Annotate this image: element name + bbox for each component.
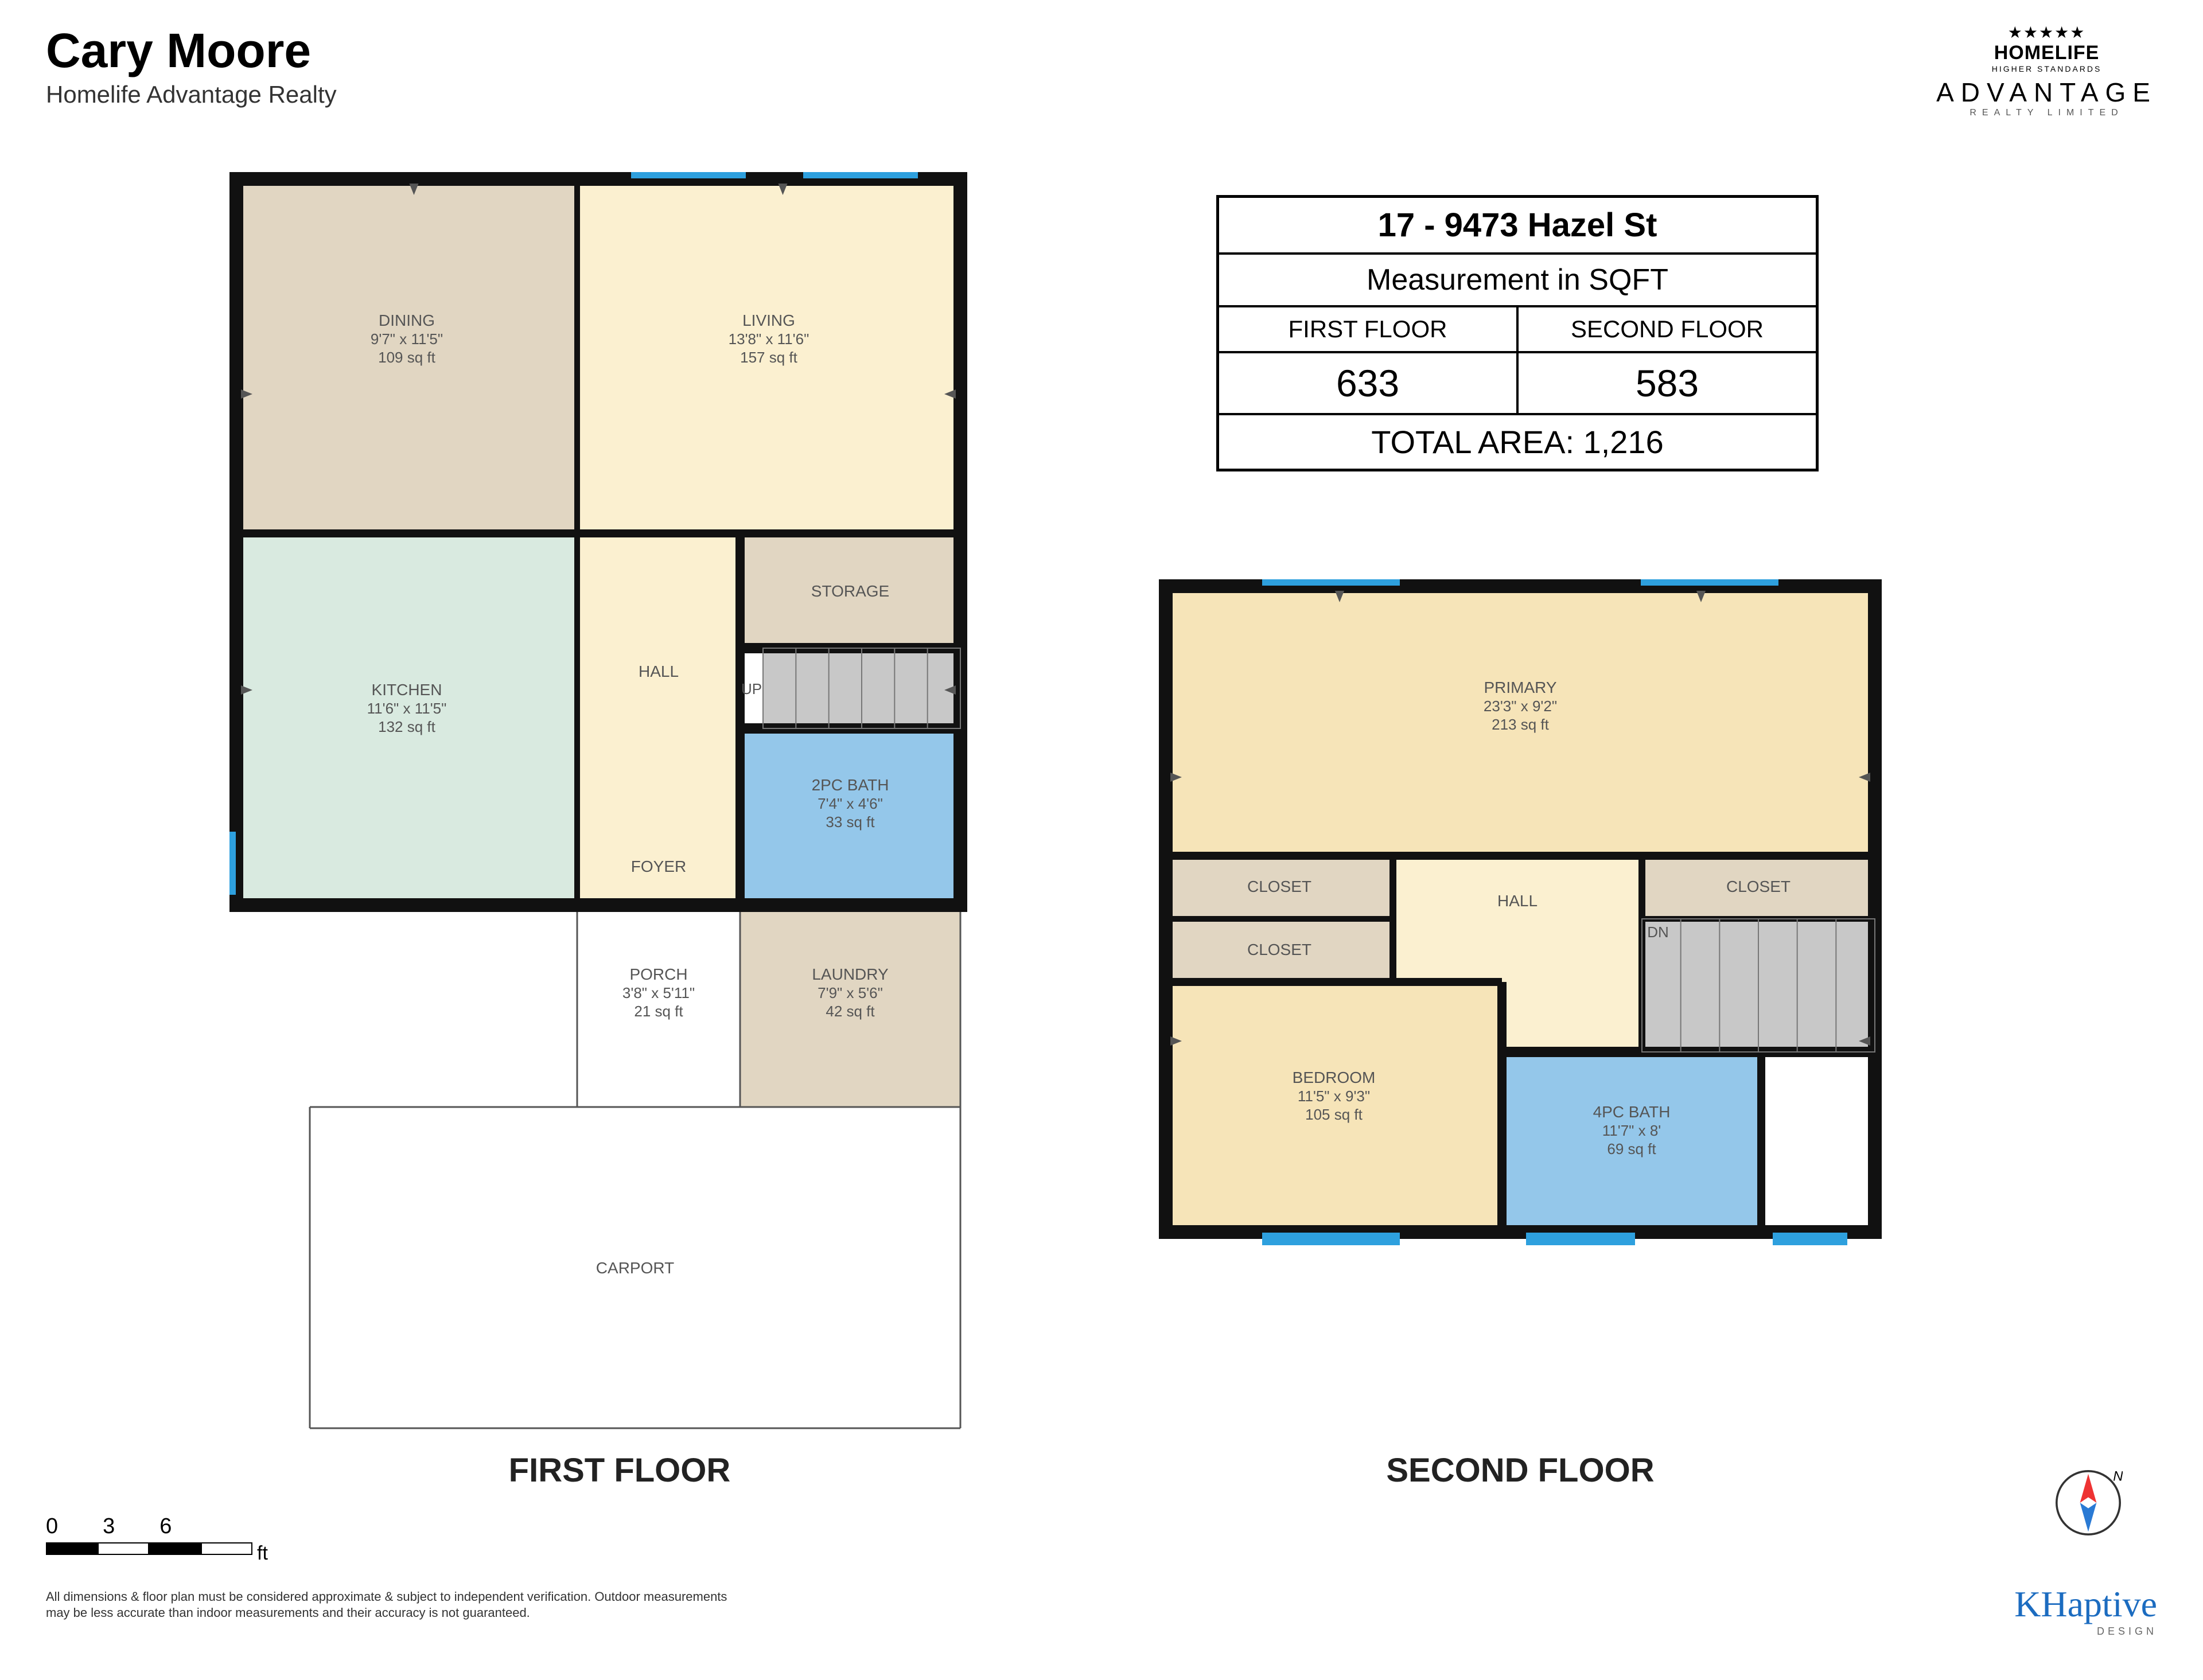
header-block: Cary Moore Homelife Advantage Realty xyxy=(46,23,337,108)
brand-block: ★★★★★ HOMELIFE HIGHER STANDARDS ADVANTAG… xyxy=(1936,23,2157,118)
brand-homelife: HOMELIFE xyxy=(1936,42,2157,64)
scale-segment xyxy=(201,1542,252,1555)
svg-text:CLOSET: CLOSET xyxy=(1726,878,1791,895)
svg-text:69 sq ft: 69 sq ft xyxy=(1607,1140,1656,1157)
first-floor-plan: DINING9'7" x 11'5"109 sq ft LIVING13'8" x… xyxy=(229,172,1010,1463)
svg-text:LAUNDRY: LAUNDRY xyxy=(812,965,889,983)
svg-text:LIVING: LIVING xyxy=(742,311,795,329)
svg-text:11'7" x 8': 11'7" x 8' xyxy=(1602,1122,1661,1139)
svg-text:7'9" x 5'6": 7'9" x 5'6" xyxy=(818,984,883,1001)
info-address: 17 - 9473 Hazel St xyxy=(1219,198,1816,252)
scale-bar: 0 3 6 ft xyxy=(46,1514,268,1565)
agent-company: Homelife Advantage Realty xyxy=(46,81,337,108)
info-first-label: FIRST FLOOR xyxy=(1219,307,1519,351)
svg-text:157 sq ft: 157 sq ft xyxy=(740,349,798,366)
compass-icon: N xyxy=(2054,1468,2123,1537)
svg-text:CLOSET: CLOSET xyxy=(1247,941,1311,958)
svg-text:PRIMARY: PRIMARY xyxy=(1484,679,1556,696)
info-first-value: 633 xyxy=(1219,353,1519,413)
info-table: 17 - 9473 Hazel St Measurement in SQFT F… xyxy=(1216,195,1819,471)
scale-num: 0 xyxy=(46,1514,58,1539)
svg-text:N: N xyxy=(2113,1469,2123,1484)
signature-block: KHaptive DESIGN xyxy=(1951,1583,2157,1638)
svg-text:11'6" x 11'5": 11'6" x 11'5" xyxy=(367,700,447,717)
svg-text:7'4" x 4'6": 7'4" x 4'6" xyxy=(818,795,883,812)
svg-text:DINING: DINING xyxy=(379,311,435,329)
svg-text:213 sq ft: 213 sq ft xyxy=(1492,716,1550,733)
svg-text:HALL: HALL xyxy=(639,662,679,680)
scale-segment xyxy=(46,1542,98,1555)
scale-num: 6 xyxy=(159,1514,172,1539)
brand-homelife-sub: HIGHER STANDARDS xyxy=(1936,64,2157,73)
brand-stars-icon: ★★★★★ xyxy=(1936,23,2157,42)
second-floor-title: SECOND FLOOR xyxy=(1159,1451,1882,1490)
scale-segment xyxy=(149,1542,201,1555)
svg-text:PORCH: PORCH xyxy=(629,965,687,983)
svg-text:STORAGE: STORAGE xyxy=(811,582,889,600)
svg-text:KITCHEN: KITCHEN xyxy=(372,681,442,699)
brand-advantage: ADVANTAGE xyxy=(1936,77,2157,108)
info-second-value: 583 xyxy=(1519,353,1816,413)
disclaimer-text: All dimensions & floor plan must be cons… xyxy=(46,1589,734,1620)
svg-text:3'8" x 5'11": 3'8" x 5'11" xyxy=(622,984,695,1001)
signature-sub: DESIGN xyxy=(1951,1626,2157,1638)
svg-text:42 sq ft: 42 sq ft xyxy=(826,1003,875,1020)
brand-advantage-sub: REALTY LIMITED xyxy=(1936,108,2157,118)
svg-text:BEDROOM: BEDROOM xyxy=(1293,1069,1376,1086)
svg-text:CLOSET: CLOSET xyxy=(1247,878,1311,895)
info-measurement: Measurement in SQFT xyxy=(1219,255,1816,305)
svg-text:DN: DN xyxy=(1647,923,1669,941)
svg-text:33 sq ft: 33 sq ft xyxy=(826,813,875,831)
second-floor-plan: PRIMARY23'3" x 9'2"213 sq ft CLOSET CLOSET… xyxy=(1159,579,1882,1325)
svg-text:13'8" x 11'6": 13'8" x 11'6" xyxy=(729,330,809,348)
svg-text:21 sq ft: 21 sq ft xyxy=(634,1003,683,1020)
info-total: TOTAL AREA: 1,216 xyxy=(1219,415,1816,469)
svg-text:CARPORT: CARPORT xyxy=(596,1259,674,1277)
scale-num: 3 xyxy=(103,1514,115,1539)
scale-unit: ft xyxy=(257,1542,268,1565)
svg-text:132 sq ft: 132 sq ft xyxy=(378,718,436,735)
scale-segment xyxy=(98,1542,149,1555)
svg-text:109 sq ft: 109 sq ft xyxy=(378,349,436,366)
svg-text:HALL: HALL xyxy=(1497,892,1538,910)
svg-text:4PC BATH: 4PC BATH xyxy=(1593,1103,1671,1121)
svg-text:2PC BATH: 2PC BATH xyxy=(812,776,889,794)
info-second-label: SECOND FLOOR xyxy=(1519,307,1816,351)
svg-text:UP: UP xyxy=(741,680,762,697)
agent-name: Cary Moore xyxy=(46,23,337,79)
svg-text:9'7" x 11'5": 9'7" x 11'5" xyxy=(371,330,443,348)
svg-text:FOYER: FOYER xyxy=(631,857,686,875)
svg-text:23'3" x 9'2": 23'3" x 9'2" xyxy=(1484,697,1557,715)
svg-text:11'5" x 9'3": 11'5" x 9'3" xyxy=(1298,1087,1370,1105)
svg-text:105 sq ft: 105 sq ft xyxy=(1305,1106,1363,1123)
first-floor-title: FIRST FLOOR xyxy=(229,1451,1010,1490)
signature-main: KHaptive xyxy=(1951,1583,2157,1626)
